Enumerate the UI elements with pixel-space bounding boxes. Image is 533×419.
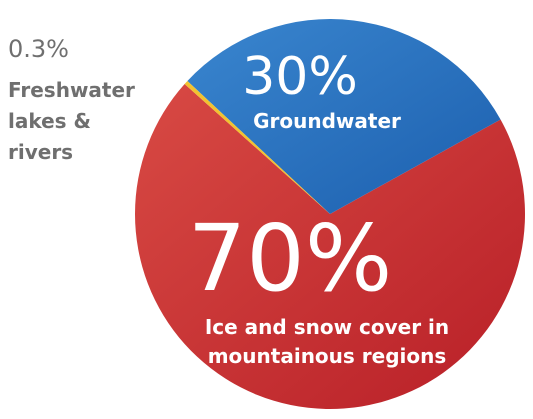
- pie-slice-freshwater: [184, 81, 330, 214]
- freshwater-label-line-1: Freshwater: [8, 78, 135, 102]
- freshwater-label-line-2: lakes &: [8, 109, 91, 133]
- groundwater-percent-label: 30%: [242, 47, 358, 107]
- pie-slice-groundwater: [187, 19, 501, 214]
- ice-label-line-1: Ice and snow cover in: [205, 315, 449, 339]
- pie-slice-ice: [135, 84, 526, 410]
- freshwater-percent-label: 0.3%: [8, 35, 69, 63]
- ice-percent-label: 70%: [188, 205, 392, 312]
- groundwater-label: Groundwater: [253, 109, 401, 133]
- freshwater-label-line-3: rivers: [8, 140, 73, 164]
- ice-label-line-2: mountainous regions: [208, 344, 447, 368]
